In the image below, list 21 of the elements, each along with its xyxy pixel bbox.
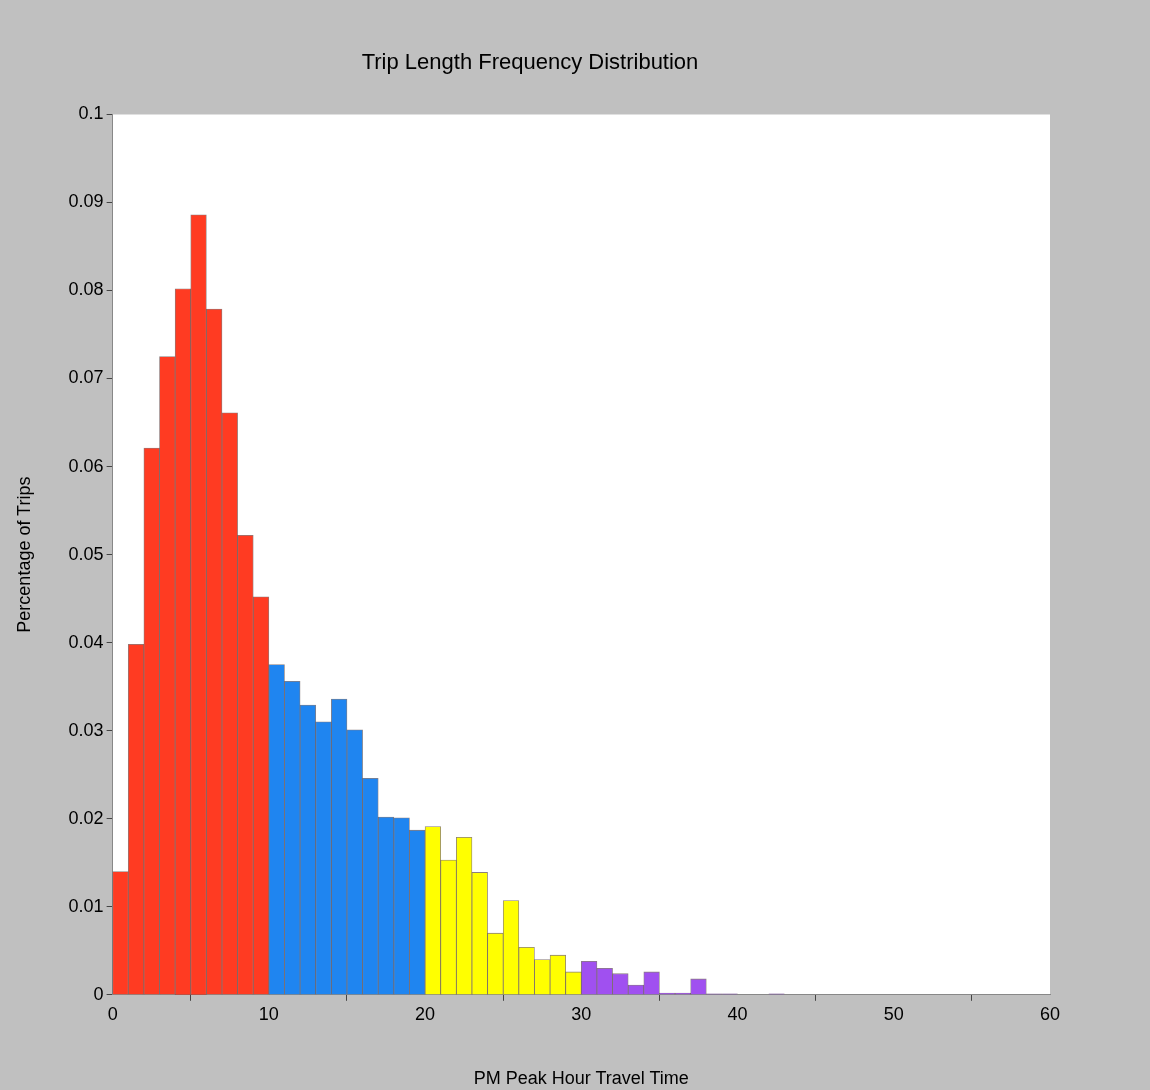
y-tick-label: 0.06 <box>68 455 104 476</box>
x-tick-label: 0 <box>107 1003 118 1024</box>
y-tick-label: 0.09 <box>68 191 104 212</box>
y-tick-label: 0.04 <box>68 631 104 652</box>
y-tick-label: 0.02 <box>68 807 104 828</box>
x-tick-label: 60 <box>1039 1003 1061 1024</box>
chart-title: Trip Length Frequency Distribution <box>361 49 699 75</box>
x-tick-label: 50 <box>883 1003 904 1024</box>
y-tick-label: 0.01 <box>68 895 104 916</box>
x-tick-label: 20 <box>415 1003 436 1024</box>
y-tick-label: 0.03 <box>68 719 104 740</box>
y-tick-label: 0 <box>93 983 104 1004</box>
y-tick-label: 0.07 <box>68 367 104 388</box>
x-tick-label: 40 <box>727 1003 748 1024</box>
x-tick-label: 30 <box>571 1003 592 1024</box>
y-tick-label: 0.08 <box>68 279 104 300</box>
x-axis-title: PM Peak Hour Travel Time <box>473 1068 689 1089</box>
y-tick-label: 0.1 <box>78 103 104 124</box>
x-tick-label: 10 <box>258 1003 279 1024</box>
y-tick-label: 0.05 <box>68 543 104 564</box>
y-axis-title: Percentage of Trips <box>13 476 34 633</box>
